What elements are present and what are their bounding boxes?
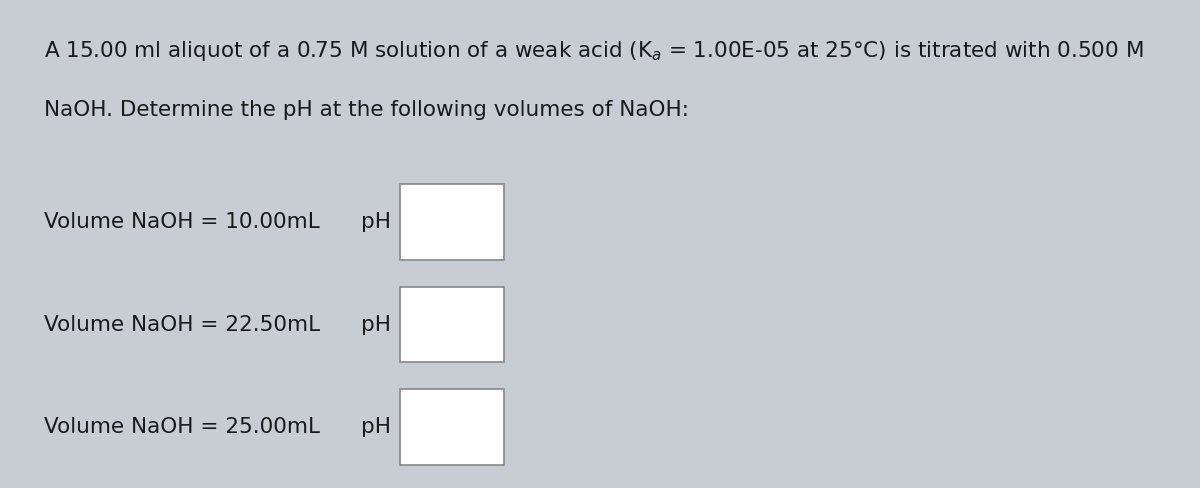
Text: Volume NaOH = 25.00mL: Volume NaOH = 25.00mL bbox=[44, 417, 320, 437]
Text: A 15.00 ml aliquot of a 0.75 M solution of a weak acid (K$_a$ = 1.00E-05 at 25°C: A 15.00 ml aliquot of a 0.75 M solution … bbox=[44, 39, 1144, 63]
FancyBboxPatch shape bbox=[401, 184, 504, 260]
Text: pH =: pH = bbox=[361, 417, 415, 437]
FancyBboxPatch shape bbox=[401, 389, 504, 465]
Text: pH =: pH = bbox=[361, 315, 415, 334]
Text: Volume NaOH = 22.50mL: Volume NaOH = 22.50mL bbox=[44, 315, 320, 334]
Text: Volume NaOH = 10.00mL: Volume NaOH = 10.00mL bbox=[44, 212, 320, 232]
FancyBboxPatch shape bbox=[401, 287, 504, 362]
Text: pH =: pH = bbox=[361, 212, 415, 232]
Text: NaOH. Determine the pH at the following volumes of NaOH:: NaOH. Determine the pH at the following … bbox=[44, 100, 690, 120]
